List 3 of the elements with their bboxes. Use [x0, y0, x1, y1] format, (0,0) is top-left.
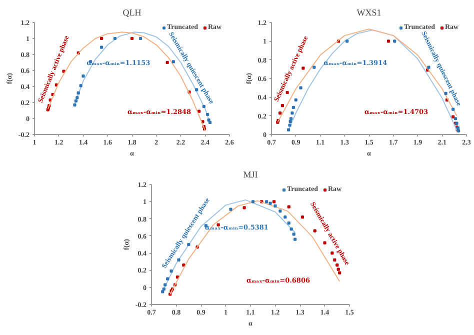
chart-title: QLH [122, 8, 142, 18]
chart-title: WXS1 [356, 8, 382, 18]
chart-title: MJI [243, 170, 258, 180]
